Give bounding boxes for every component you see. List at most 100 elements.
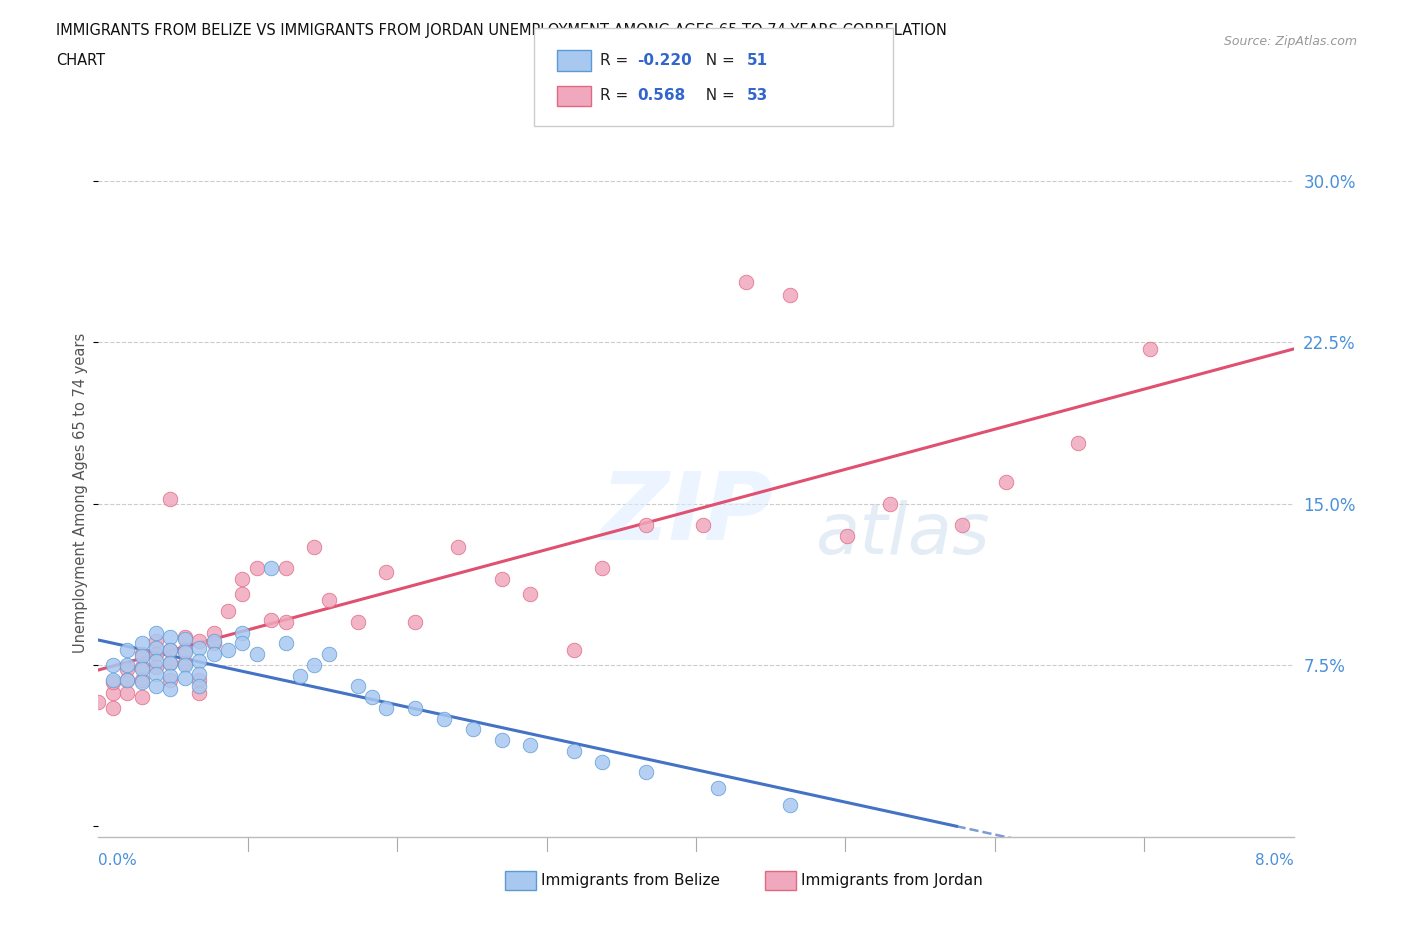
Point [246,561,269,576]
Point [519,587,541,602]
Point [304,658,326,672]
Point [461,722,484,737]
Point [131,649,153,664]
Point [231,625,253,640]
Point [145,653,167,668]
Point [188,653,211,668]
Point [159,681,181,696]
Point [274,561,297,576]
Point [173,671,195,685]
Point [260,561,283,576]
Text: 0.0%: 0.0% [98,853,138,868]
Point [159,656,181,671]
Point [491,571,513,587]
Text: CHART: CHART [56,53,105,68]
Point [288,669,311,684]
Point [131,662,153,677]
Point [115,658,138,672]
Point [562,744,585,759]
Text: R =: R = [600,53,634,68]
Point [260,612,283,627]
Y-axis label: Unemployment Among Ages 65 to 74 years: Unemployment Among Ages 65 to 74 years [73,333,87,653]
Point [131,675,153,690]
Point [131,646,153,661]
Point [519,737,541,752]
Text: 0.568: 0.568 [637,88,685,103]
Text: Immigrants from Jordan: Immigrants from Jordan [801,873,983,888]
Point [87,694,110,709]
Point [231,636,253,651]
Point [318,646,340,661]
Point [101,685,124,700]
Point [202,625,225,640]
Text: R =: R = [600,88,638,103]
Text: atlas: atlas [815,499,990,568]
Point [115,662,138,677]
Point [115,685,138,700]
Text: 8.0%: 8.0% [1254,853,1294,868]
Point [404,700,426,715]
Point [217,643,239,658]
Point [950,518,973,533]
Point [131,636,153,651]
Point [188,685,211,700]
Point [634,765,657,780]
Point [101,658,124,672]
Point [375,700,398,715]
Point [634,518,657,533]
Point [994,474,1017,489]
Point [274,636,297,651]
Point [131,690,153,705]
Point [735,274,758,289]
Point [447,539,470,554]
Point [375,565,398,580]
Point [491,733,513,748]
Point [115,643,138,658]
Point [101,700,124,715]
Text: Source: ZipAtlas.com: Source: ZipAtlas.com [1223,35,1357,48]
Point [1139,341,1161,356]
Point [346,615,368,630]
Text: 51: 51 [747,53,768,68]
Point [173,630,195,644]
Point [879,497,901,512]
Text: Immigrants from Belize: Immigrants from Belize [541,873,720,888]
Text: N =: N = [696,53,740,68]
Text: -0.220: -0.220 [637,53,692,68]
Point [173,658,195,672]
Point [346,679,368,694]
Point [318,593,340,608]
Point [246,646,269,661]
Point [217,604,239,618]
Point [188,641,211,656]
Text: N =: N = [696,88,740,103]
Text: ZIP: ZIP [600,468,773,560]
Point [562,643,585,658]
Point [274,615,297,630]
Point [706,780,728,795]
Point [173,656,195,671]
Point [159,630,181,644]
Point [1066,436,1088,451]
Point [361,690,384,705]
Point [433,711,456,726]
Text: 53: 53 [747,88,768,103]
Point [159,669,181,684]
Point [159,643,181,658]
Point [231,587,253,602]
Point [159,643,181,658]
Point [304,539,326,554]
Point [145,641,167,656]
Point [202,646,225,661]
Point [145,646,167,661]
Point [692,518,714,533]
Point [779,797,801,812]
Point [202,634,225,649]
Point [131,672,153,687]
Point [145,659,167,674]
Point [145,679,167,694]
Point [159,492,181,507]
Point [101,675,124,690]
Point [145,625,167,640]
Point [404,615,426,630]
